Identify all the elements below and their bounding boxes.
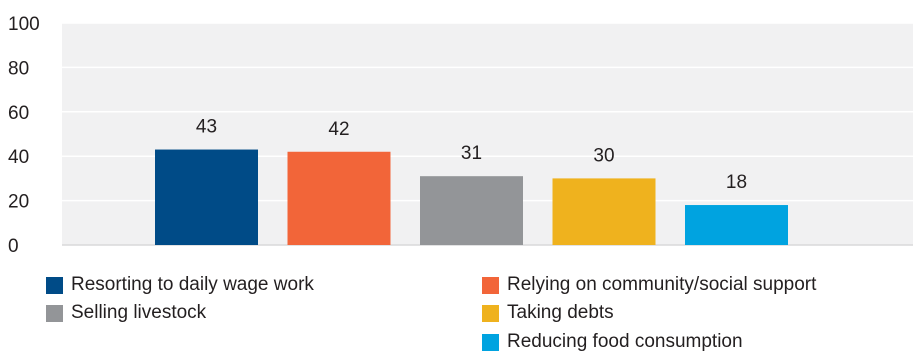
legend-item-community-support: Relying on community/social support — [482, 274, 816, 296]
bar — [685, 205, 788, 245]
bar-chart: 43 42 31 30 18 0 20 40 60 80 100 — [8, 14, 913, 255]
bar-value-label: 30 — [593, 145, 614, 166]
legend-label: Reducing food consumption — [507, 331, 743, 352]
legend-label: Resorting to daily wage work — [71, 274, 314, 295]
bar — [287, 151, 391, 245]
legend-item-daily-wage-work: Resorting to daily wage work — [46, 274, 314, 296]
legend-swatch — [46, 276, 63, 294]
y-tick-label: 40 — [8, 147, 29, 168]
bar — [155, 149, 258, 245]
bar-value-label: 18 — [726, 172, 747, 193]
y-tick-label: 100 — [8, 14, 40, 35]
legend-item-taking-debts: Taking debts — [482, 302, 614, 324]
legend-item-reducing-food: Reducing food consumption — [482, 331, 743, 353]
bar-value-label: 42 — [328, 119, 349, 140]
legend-label: Selling livestock — [71, 302, 207, 323]
bar-value-label: 43 — [196, 117, 217, 138]
bars — [155, 149, 788, 245]
legend-label: Taking debts — [507, 302, 614, 323]
y-tick-label: 20 — [8, 192, 29, 213]
y-tick-label: 80 — [8, 58, 29, 79]
data-labels: 43 42 31 30 18 — [196, 117, 747, 194]
bar — [552, 178, 656, 245]
legend-label: Relying on community/social support — [507, 274, 817, 295]
bar-value-label: 31 — [461, 143, 482, 164]
legend-swatch — [482, 276, 499, 294]
legend-swatch — [482, 304, 499, 322]
y-axis-ticks: 0 20 40 60 80 100 — [8, 14, 40, 255]
y-tick-label: 0 — [8, 236, 19, 255]
bar — [420, 176, 523, 245]
legend-item-selling-livestock: Selling livestock — [46, 302, 206, 324]
legend-swatch — [482, 333, 499, 351]
legend-swatch — [46, 304, 63, 322]
y-tick-label: 60 — [8, 103, 29, 124]
